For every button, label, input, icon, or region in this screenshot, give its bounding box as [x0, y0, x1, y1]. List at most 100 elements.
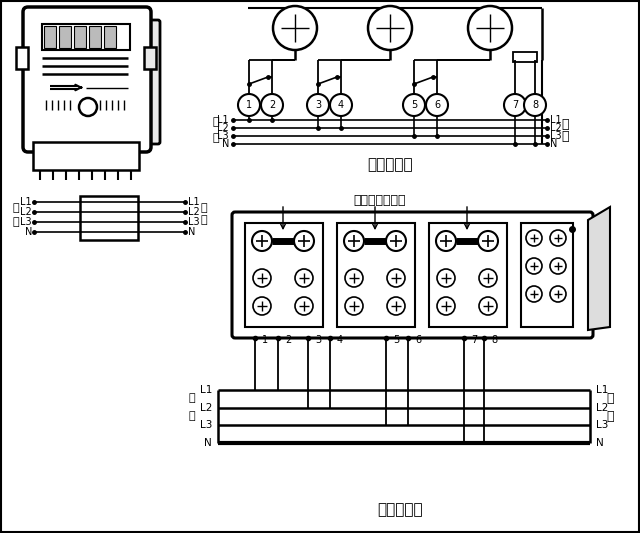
- Bar: [42, 24, 130, 50]
- Text: L1: L1: [550, 115, 562, 125]
- Text: 1: 1: [246, 100, 252, 110]
- Bar: [429, 223, 507, 327]
- Text: L3: L3: [596, 420, 609, 430]
- Circle shape: [79, 98, 97, 116]
- Circle shape: [238, 94, 260, 116]
- Text: L1: L1: [596, 385, 609, 395]
- Circle shape: [295, 297, 313, 315]
- Circle shape: [345, 269, 363, 287]
- Circle shape: [550, 258, 566, 274]
- Circle shape: [479, 297, 497, 315]
- Text: 3: 3: [315, 100, 321, 110]
- Text: 载: 载: [606, 409, 614, 423]
- Circle shape: [526, 286, 542, 302]
- Bar: [337, 223, 415, 327]
- Bar: [16, 47, 28, 69]
- Bar: [89, 26, 101, 48]
- Bar: [104, 26, 116, 48]
- Text: 电路原理图: 电路原理图: [367, 157, 413, 173]
- Circle shape: [437, 269, 455, 287]
- Text: 负: 负: [201, 203, 207, 213]
- Text: L2: L2: [20, 207, 32, 217]
- FancyBboxPatch shape: [142, 20, 160, 144]
- Text: L3: L3: [200, 420, 212, 430]
- Circle shape: [252, 231, 272, 251]
- Text: L1: L1: [200, 385, 212, 395]
- Bar: [144, 47, 156, 69]
- Text: 电: 电: [189, 393, 195, 403]
- Text: N: N: [596, 438, 604, 448]
- Text: L3: L3: [218, 131, 229, 141]
- Text: 源: 源: [212, 133, 220, 143]
- Text: 4: 4: [338, 100, 344, 110]
- Text: 8: 8: [491, 335, 497, 345]
- Text: L2: L2: [188, 207, 200, 217]
- Circle shape: [295, 269, 313, 287]
- Circle shape: [387, 297, 405, 315]
- Text: 6: 6: [415, 335, 421, 345]
- Text: N: N: [188, 227, 195, 237]
- Text: L2: L2: [200, 403, 212, 413]
- Circle shape: [468, 6, 512, 50]
- Circle shape: [345, 297, 363, 315]
- Text: 负: 负: [561, 117, 569, 131]
- Text: L3: L3: [550, 131, 562, 141]
- Circle shape: [526, 258, 542, 274]
- Text: N: N: [24, 227, 32, 237]
- Bar: [513, 52, 537, 62]
- Circle shape: [524, 94, 546, 116]
- Text: 7: 7: [512, 100, 518, 110]
- Circle shape: [479, 269, 497, 287]
- Text: 1: 1: [262, 335, 268, 345]
- Circle shape: [273, 6, 317, 50]
- Text: 8: 8: [532, 100, 538, 110]
- Text: L3: L3: [188, 217, 200, 227]
- Circle shape: [261, 94, 283, 116]
- Bar: [44, 26, 56, 48]
- Text: 6: 6: [434, 100, 440, 110]
- Circle shape: [437, 297, 455, 315]
- Bar: [74, 26, 86, 48]
- Text: L2: L2: [596, 403, 609, 413]
- Text: N: N: [221, 139, 229, 149]
- Text: 2: 2: [285, 335, 291, 345]
- Text: 3: 3: [315, 335, 321, 345]
- Circle shape: [403, 94, 425, 116]
- Circle shape: [330, 94, 352, 116]
- Bar: [245, 223, 323, 327]
- Text: 源: 源: [13, 217, 19, 227]
- Text: 电压连片不拆下: 电压连片不拆下: [354, 193, 406, 206]
- Text: L1: L1: [218, 115, 229, 125]
- Circle shape: [550, 286, 566, 302]
- Circle shape: [307, 94, 329, 116]
- Text: 电: 电: [212, 117, 220, 127]
- Circle shape: [526, 230, 542, 246]
- Text: 载: 载: [201, 215, 207, 225]
- FancyBboxPatch shape: [232, 212, 593, 338]
- Circle shape: [253, 269, 271, 287]
- Text: L2: L2: [550, 123, 562, 133]
- Text: 电: 电: [13, 203, 19, 213]
- Bar: [33, 142, 139, 170]
- Circle shape: [550, 230, 566, 246]
- Circle shape: [294, 231, 314, 251]
- Bar: [59, 26, 71, 48]
- Text: L1: L1: [188, 197, 200, 207]
- Circle shape: [426, 94, 448, 116]
- Text: 源: 源: [189, 411, 195, 421]
- Text: N: N: [204, 438, 212, 448]
- Circle shape: [386, 231, 406, 251]
- Text: N: N: [550, 139, 557, 149]
- Text: 4: 4: [337, 335, 343, 345]
- Circle shape: [344, 231, 364, 251]
- Text: 载: 载: [561, 130, 569, 142]
- Text: L2: L2: [217, 123, 229, 133]
- Text: L3: L3: [20, 217, 32, 227]
- Text: 2: 2: [269, 100, 275, 110]
- Text: 接线位置图: 接线位置图: [377, 503, 423, 518]
- Circle shape: [504, 94, 526, 116]
- Text: 5: 5: [393, 335, 399, 345]
- Circle shape: [387, 269, 405, 287]
- Text: 5: 5: [411, 100, 417, 110]
- Polygon shape: [588, 207, 610, 330]
